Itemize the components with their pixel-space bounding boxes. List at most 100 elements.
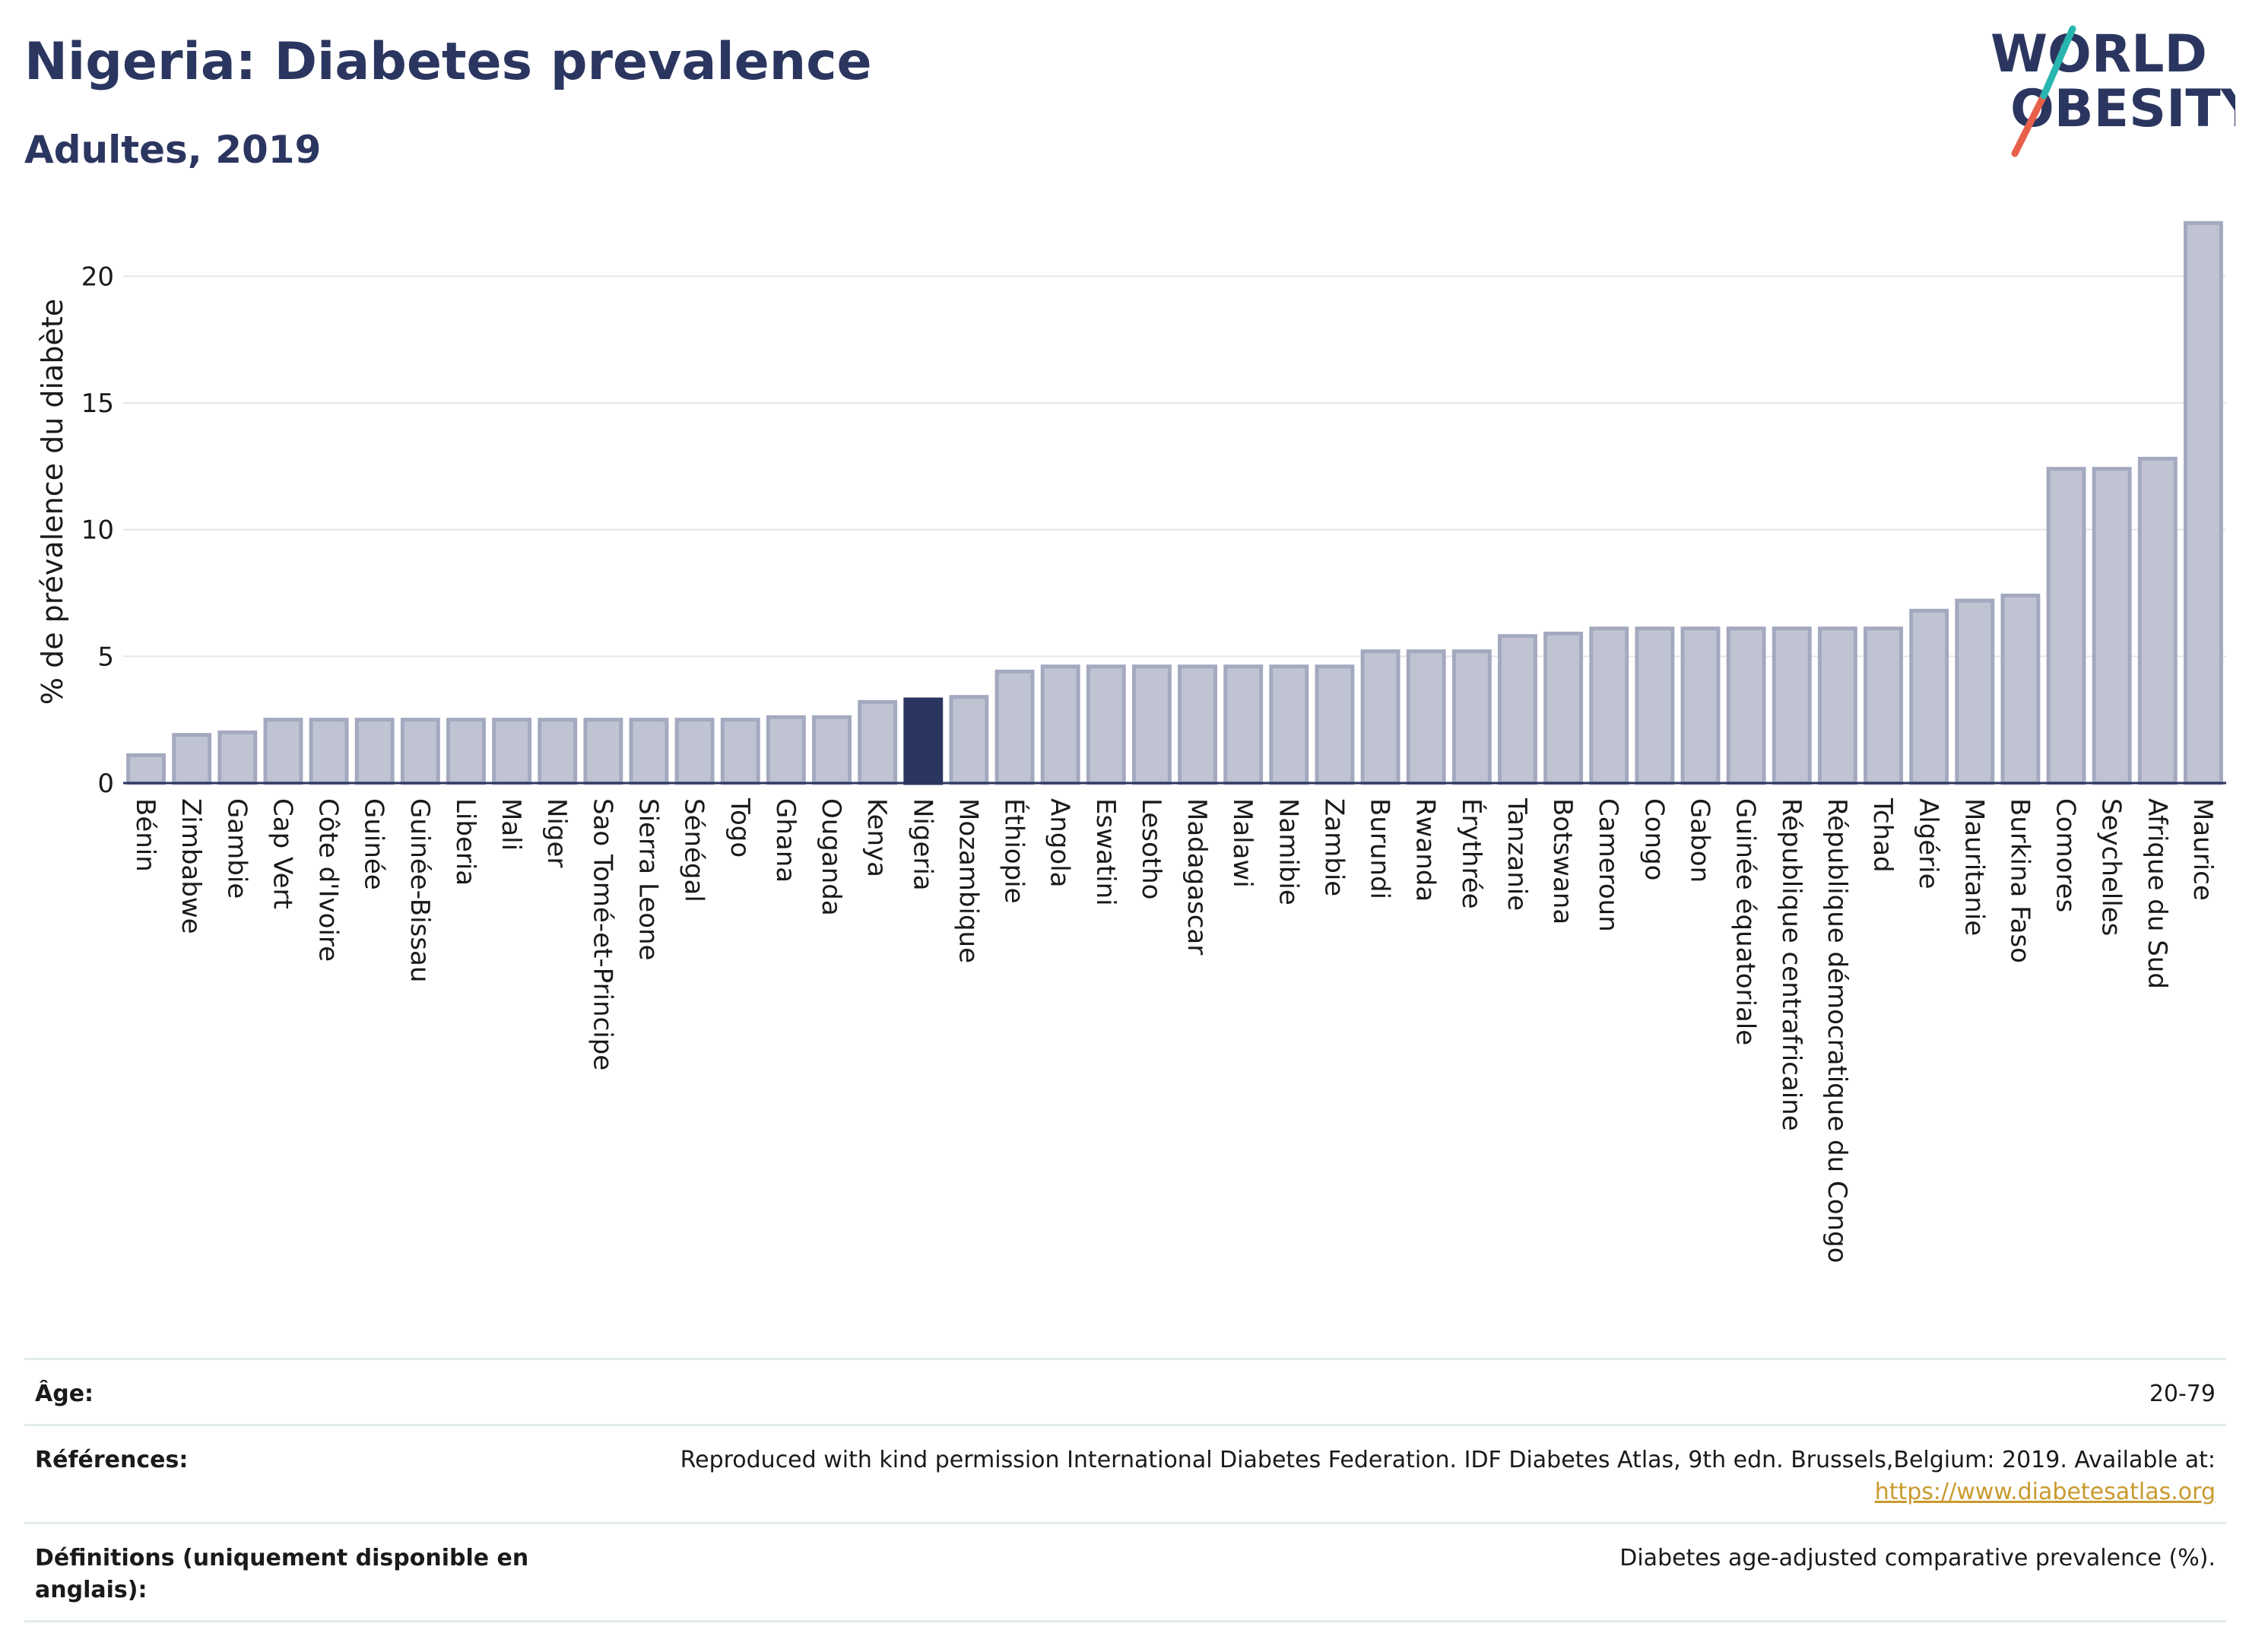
meta-ref-text: Reproduced with kind permission Internat… (680, 1447, 2216, 1473)
x-tick-label: Seychelles (2096, 798, 2127, 936)
bar-zimbabwe (172, 733, 212, 785)
y-axis-label: % de prévalence du diabète (36, 299, 69, 705)
bar-mauritanie (1955, 598, 1995, 785)
x-tick-label: Mali (496, 798, 526, 851)
bar-kenya (858, 699, 898, 785)
bar-zambie (1315, 664, 1355, 785)
x-tick-label: Togo (725, 797, 755, 858)
bar-burundi (1360, 649, 1400, 785)
x-tick-label: Lesotho (1136, 798, 1166, 899)
x-tick-label: Sénégal (679, 798, 709, 902)
x-tick-label: Eswatini (1090, 798, 1121, 906)
bar-r-publique-d-mocratique-du-congo (1817, 626, 1857, 785)
logo-text-world: WORLD (1990, 24, 2207, 84)
meta-ref-label: Références: (24, 1424, 547, 1524)
x-tick-label: Guinée-Bissau (404, 798, 435, 982)
bar-guin-e-bissau (400, 718, 440, 785)
world-obesity-logo: WORLD OBESITY (1990, 24, 2235, 157)
meta-def-value: Diabetes age-adjusted comparative preval… (547, 1522, 2226, 1622)
bar-sierra-leone (629, 718, 669, 785)
x-tick-label: Mauritanie (1959, 798, 1989, 936)
y-tick-label: 15 (81, 388, 114, 419)
y-gridlines (123, 275, 2226, 658)
bar-angola (1040, 664, 1080, 785)
x-tick-label: Ghana (770, 798, 801, 883)
bar-gabon (1680, 626, 1721, 785)
y-tick-label: 5 (97, 642, 114, 672)
x-tick-label: Burkina Faso (2004, 798, 2035, 963)
bar-burkina-faso (2000, 593, 2041, 785)
x-tick-label: Cameroun (1593, 798, 1623, 932)
x-tick-label: Comores (2051, 798, 2081, 912)
bar--thiopie (994, 669, 1035, 785)
bar-mozambique (949, 695, 989, 785)
meta-ref-link[interactable]: https://www.diabetesatlas.org (1874, 1479, 2216, 1505)
bar-rwanda (1406, 649, 1446, 785)
x-tick-label: Mozambique (953, 798, 983, 963)
y-tick-label: 20 (81, 262, 114, 292)
bar-guin-e-quatoriale (1726, 626, 1766, 785)
x-tick-label: Cap Vert (267, 798, 297, 909)
x-tick-label: Zimbabwe (176, 798, 206, 934)
x-tick-label: Tchad (1867, 797, 1898, 873)
bar-gambie (217, 730, 258, 785)
bar-congo (1635, 626, 1675, 785)
meta-ref-value: Reproduced with kind permission Internat… (547, 1424, 2226, 1524)
x-tick-label: Ouganda (816, 798, 846, 916)
x-tick-label: Kenya (861, 798, 892, 877)
x-tick-label: Burundi (1365, 798, 1395, 899)
bar-alg-rie (1909, 608, 1949, 785)
bar-eswatini (1086, 664, 1126, 785)
x-tick-label: Madagascar (1182, 798, 1212, 955)
meta-row-definitions: Définitions (uniquement disponible en an… (24, 1522, 2226, 1622)
bar-comores (2046, 467, 2086, 785)
x-tick-label: Niger (541, 798, 572, 867)
meta-def-label-line2: anglais): (35, 1577, 148, 1603)
x-tick-label: République démocratique du Congo (1822, 798, 1852, 1263)
x-tick-label: Guinée équatoriale (1730, 798, 1761, 1045)
chart-subtitle: Adultes, 2019 (24, 128, 322, 172)
bar-malawi (1223, 664, 1264, 785)
x-tick-label: Namibie (1273, 798, 1303, 905)
bar-niger (538, 718, 578, 785)
bar-b-nin (126, 753, 167, 785)
bar-ghana (766, 715, 806, 785)
x-tick-labels: Bénin Zimbabwe Gambie Cap Vert Côte d'Ivoire… (130, 797, 2218, 1263)
x-tick-label: République centrafricaine (1776, 798, 1806, 1131)
bar-togo (720, 718, 760, 785)
bars (126, 220, 2223, 785)
bar-c-te-d-ivoire (309, 718, 349, 785)
meta-row-age: Âge: 20-79 (24, 1358, 2226, 1425)
bar-namibie (1269, 664, 1309, 785)
meta-age-value: 20-79 (547, 1358, 2226, 1425)
x-tick-label: Algérie (1913, 798, 1943, 889)
bar-chart: Bénin Zimbabwe Gambie Cap Vert Côte d'Ivoire… (36, 220, 2226, 1263)
x-tick-label: Rwanda (1410, 798, 1441, 902)
bar-cap-vert (263, 718, 303, 785)
metadata-table: Âge: 20-79 Références: Reproduced with k… (24, 1358, 2226, 1622)
x-tick-label: Maurice (2187, 798, 2218, 901)
bar-seychelles (2092, 467, 2132, 785)
logo-slash-red (2011, 92, 2048, 157)
x-tick-label: Zambie (1318, 798, 1349, 896)
x-tick-label: Malawi (1227, 798, 1258, 888)
y-tick-labels: 0 5 10 15 20 (81, 262, 114, 799)
x-tick-label: Angola (1045, 798, 1075, 887)
bar-sao-tom-et-principe (583, 718, 623, 785)
meta-row-references: Références: Reproduced with kind permiss… (24, 1424, 2226, 1524)
x-tick-label: Afrique du Sud (2142, 798, 2172, 989)
x-tick-label: Guinée (359, 798, 389, 890)
chart-title: Nigeria: Diabetes prevalence (24, 32, 872, 92)
logo-slash-teal (2040, 25, 2076, 100)
meta-def-label-line1: Définitions (uniquement disponible en (35, 1545, 529, 1571)
y-tick-label: 10 (81, 515, 114, 546)
bar-madagascar (1178, 664, 1218, 785)
x-tick-label: Botswana (1547, 798, 1578, 924)
y-tick-label: 0 (97, 769, 114, 799)
x-tick-label: Congo (1638, 798, 1669, 880)
x-tick-label: Sao Tomé-et-Principe (587, 798, 617, 1070)
x-tick-label: Érythrée (1456, 798, 1487, 909)
bar-lesotho (1131, 664, 1172, 785)
bar-cameroun (1589, 626, 1629, 785)
meta-def-label: Définitions (uniquement disponible en an… (24, 1522, 547, 1622)
